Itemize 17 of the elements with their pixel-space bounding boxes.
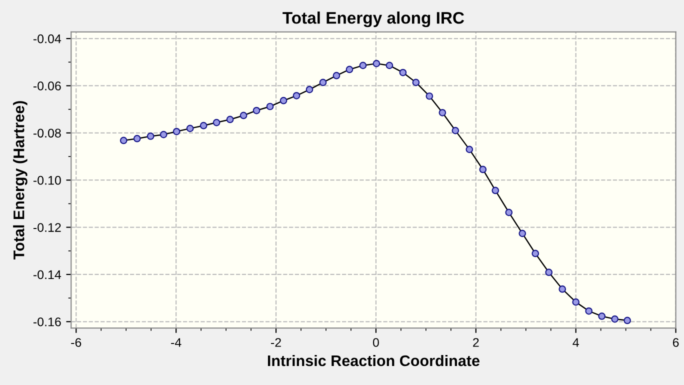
x-tick-label: -4: [171, 338, 182, 347]
y-tick-label: -0.04: [33, 34, 62, 44]
y-tick-label: -0.08: [33, 128, 61, 138]
x-tick-label: 0: [372, 338, 379, 347]
y-tick-label: -0.14: [33, 270, 62, 280]
x-axis-title: Intrinsic Reaction Coordinate: [268, 354, 480, 366]
x-tick-label: -6: [71, 338, 82, 347]
x-tick-label: -2: [271, 338, 281, 347]
y-axis-title: Total Energy (Hartree): [13, 101, 28, 260]
x-tick-label: 6: [672, 338, 679, 347]
x-tick-label: 2: [473, 338, 479, 347]
y-tick-label: -0.06: [33, 82, 61, 90]
y-tick-label: -0.10: [33, 176, 61, 185]
y-tick-label: -0.12: [33, 223, 61, 232]
chart-title: Total Energy along IRC: [282, 12, 464, 28]
y-tick-label: -0.16: [33, 317, 61, 326]
x-tick-label: 4: [572, 338, 579, 347]
